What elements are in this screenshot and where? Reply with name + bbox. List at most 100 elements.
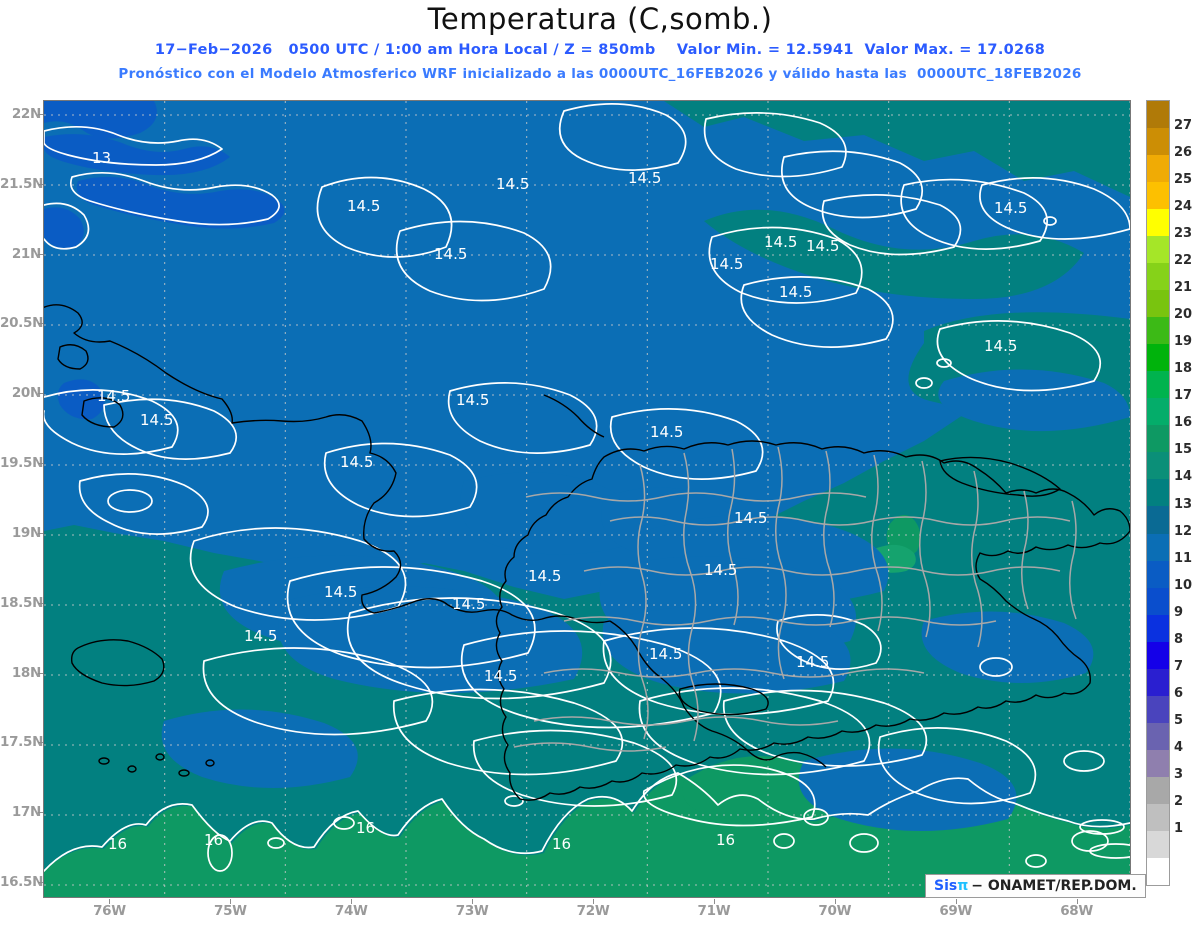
colorbar-band	[1147, 479, 1169, 507]
colorbar-band	[1147, 668, 1169, 696]
svg-text:14.5: 14.5	[434, 245, 467, 263]
colorbar-label-3: 3	[1174, 766, 1184, 782]
svg-text:14.5: 14.5	[779, 283, 812, 301]
colorbar-label-26: 26	[1174, 145, 1193, 161]
svg-text:16: 16	[356, 819, 375, 837]
logo-pi-icon: π	[957, 878, 969, 894]
x-axis-tick-75w: 75W	[213, 903, 247, 919]
colorbar-band	[1147, 344, 1169, 372]
colorbar-label-21: 21	[1174, 280, 1193, 296]
colorbar-band	[1147, 641, 1169, 669]
colorbar-label-4: 4	[1174, 739, 1184, 755]
colorbar-label-12: 12	[1174, 523, 1193, 539]
colorbar-band	[1147, 317, 1169, 345]
colorbar-label-7: 7	[1174, 658, 1184, 674]
shade-band-12	[44, 101, 157, 139]
y-axis-tickmark	[38, 602, 43, 604]
colorbar-band	[1147, 263, 1169, 291]
colorbar-label-14: 14	[1174, 469, 1193, 485]
svg-text:14.5: 14.5	[496, 175, 529, 193]
x-axis-tick-72w: 72W	[576, 903, 610, 919]
x-axis-tickmark	[109, 899, 111, 904]
y-axis-tick-21n: 21N	[11, 245, 41, 262]
colorbar-label-2: 2	[1174, 793, 1184, 809]
y-axis-tickmark	[38, 253, 43, 255]
x-axis-tickmark	[713, 899, 715, 904]
colorbar-label-6: 6	[1174, 685, 1184, 701]
svg-text:14.5: 14.5	[710, 255, 743, 273]
shade-band-16	[44, 775, 1130, 897]
x-axis-tickmark	[593, 899, 595, 904]
hispaniola-outline	[495, 440, 1130, 801]
colorbar-band	[1147, 371, 1169, 399]
y-axis-tick-22n: 22N	[11, 105, 41, 122]
svg-text:14.5: 14.5	[484, 667, 517, 685]
temperature-field-svg: 13 14.5 14.5 14.5 14.5 14.5 14.5 14.5 14…	[44, 101, 1130, 897]
y-axis-tick-20n: 20N	[11, 385, 41, 402]
colorbar-label-20: 20	[1174, 307, 1193, 323]
contour-value-labels: 13 14.5 14.5 14.5 14.5 14.5 14.5 14.5 14…	[92, 149, 1027, 853]
colorbar-band	[1147, 398, 1169, 426]
colorbar-band	[1147, 452, 1169, 480]
colorbar-band	[1147, 425, 1169, 453]
logo-org-text: − ONAMET/REP.DOM.	[971, 878, 1137, 894]
shade-band-12-b	[44, 134, 230, 176]
y-axis-tick-18.5n: 18.5N	[0, 594, 44, 611]
province-borders	[513, 446, 1077, 752]
svg-text:16: 16	[552, 835, 571, 853]
y-axis-tickmark	[38, 532, 43, 534]
x-axis-tick-69w: 69W	[939, 903, 973, 919]
svg-text:14.5: 14.5	[734, 509, 767, 527]
svg-text:14.5: 14.5	[796, 653, 829, 671]
colorbar-band	[1147, 776, 1169, 804]
colorbar-label-10: 10	[1174, 577, 1193, 593]
colorbar-band	[1147, 722, 1169, 750]
colorbar-label-27: 27	[1174, 118, 1193, 134]
svg-text:14.5: 14.5	[628, 169, 661, 187]
x-axis-tick-74w: 74W	[334, 903, 368, 919]
map-gridlines	[44, 101, 1130, 897]
map-plot-area[interactable]: 13 14.5 14.5 14.5 14.5 14.5 14.5 14.5 14…	[43, 100, 1131, 898]
page-title: Temperatura (C,somb.)	[427, 2, 773, 36]
y-axis-tick-21.5n: 21.5N	[0, 175, 44, 192]
y-axis-tickmark	[38, 742, 43, 744]
svg-text:14.5: 14.5	[649, 645, 682, 663]
svg-text:14.5: 14.5	[650, 423, 683, 441]
colorbar-label-25: 25	[1174, 172, 1193, 188]
colorbar-band	[1147, 533, 1169, 561]
colorbar-label-19: 19	[1174, 334, 1193, 350]
colorbar-band	[1147, 560, 1169, 588]
svg-text:14.5: 14.5	[806, 237, 839, 255]
shade-band-13-pocket-j	[798, 748, 1017, 831]
svg-text:14.5: 14.5	[528, 567, 561, 585]
coastlines	[44, 304, 1130, 801]
y-axis-tickmark	[38, 812, 43, 814]
shade-band-14-ne	[604, 101, 1130, 197]
logo-sis-text: Sis	[934, 878, 958, 894]
y-axis-tickmark	[38, 463, 43, 465]
y-axis-tick-19.5n: 19.5N	[0, 455, 44, 472]
y-axis-tick-17.5n: 17.5N	[0, 734, 44, 751]
svg-text:14.5: 14.5	[452, 595, 485, 613]
y-axis-tickmark	[38, 183, 43, 185]
forecast-subtitle-primary: 17−Feb−2026 0500 UTC / 1:00 am Hora Loca…	[154, 42, 1046, 58]
svg-text:14.5: 14.5	[984, 337, 1017, 355]
y-axis-tickmark	[38, 323, 43, 325]
colorbar-band	[1147, 695, 1169, 723]
colorbar-label-23: 23	[1174, 226, 1193, 242]
colorbar-band	[1147, 857, 1169, 885]
svg-text:14.5: 14.5	[324, 583, 357, 601]
x-axis-tickmark	[834, 899, 836, 904]
y-axis-tick-16.5n: 16.5N	[0, 874, 44, 891]
y-axis-tick-17n: 17N	[11, 804, 41, 821]
x-axis-tickmark	[955, 899, 957, 904]
y-axis-tickmark	[38, 882, 43, 884]
colorbar-band	[1147, 101, 1169, 129]
svg-text:16: 16	[716, 831, 735, 849]
colorbar-band	[1147, 155, 1169, 183]
colorbar[interactable]	[1146, 100, 1170, 886]
svg-text:14.5: 14.5	[456, 391, 489, 409]
x-axis-tickmark	[1076, 899, 1078, 904]
svg-text:14.5: 14.5	[764, 233, 797, 251]
colorbar-label-1: 1	[1174, 820, 1184, 836]
